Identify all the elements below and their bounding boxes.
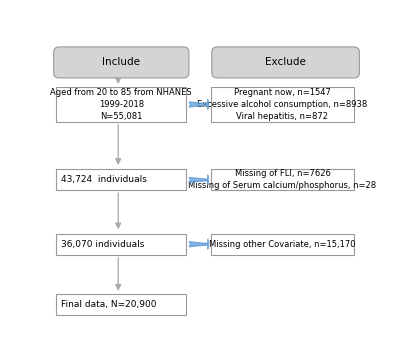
FancyBboxPatch shape xyxy=(211,234,354,254)
FancyBboxPatch shape xyxy=(56,87,186,122)
FancyBboxPatch shape xyxy=(212,47,359,78)
FancyBboxPatch shape xyxy=(54,47,189,78)
FancyBboxPatch shape xyxy=(56,170,186,190)
FancyBboxPatch shape xyxy=(211,87,354,122)
Text: 43,724  individuals: 43,724 individuals xyxy=(61,175,147,184)
Text: Missing of FLI, n=7626
Missing of Serum calcium/phosphorus, n=28: Missing of FLI, n=7626 Missing of Serum … xyxy=(188,170,376,190)
FancyBboxPatch shape xyxy=(211,170,354,190)
Text: Final data, N=20,900: Final data, N=20,900 xyxy=(61,300,156,309)
Text: Missing other Covariate, n=15,170: Missing other Covariate, n=15,170 xyxy=(209,240,356,249)
FancyBboxPatch shape xyxy=(56,234,186,254)
Text: Include: Include xyxy=(102,57,140,68)
Text: Pregnant now, n=1547
Excessive alcohol consumption, n=8938
Viral hepatitis, n=87: Pregnant now, n=1547 Excessive alcohol c… xyxy=(197,88,368,121)
FancyBboxPatch shape xyxy=(56,294,186,315)
Text: 36,070 individuals: 36,070 individuals xyxy=(61,240,144,249)
Text: Exclude: Exclude xyxy=(265,57,306,68)
Text: Aged from 20 to 85 from NHANES
1999-2018
N=55,081: Aged from 20 to 85 from NHANES 1999-2018… xyxy=(50,88,192,121)
